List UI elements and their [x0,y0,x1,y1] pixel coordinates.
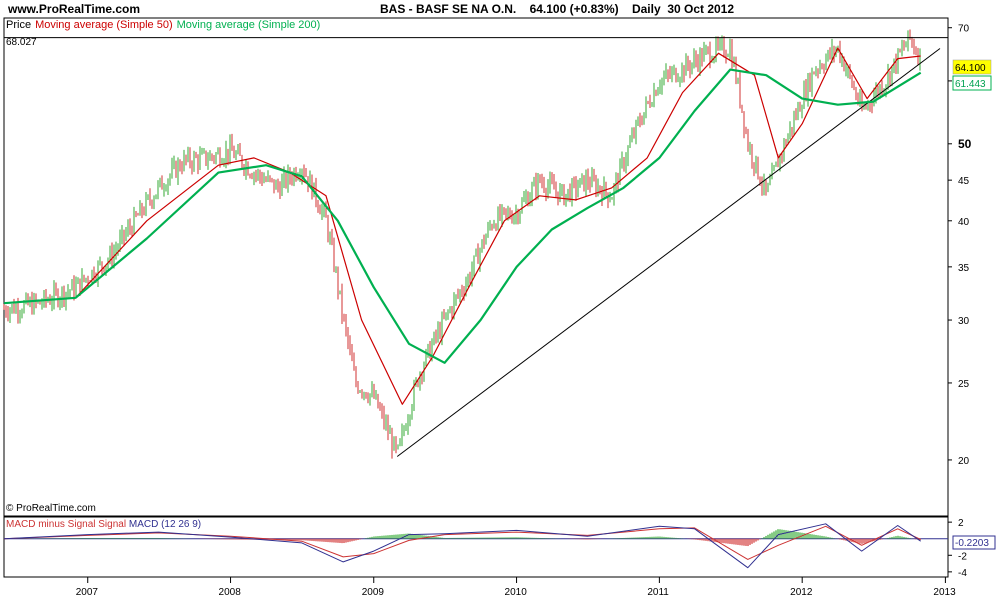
macd-y-tick-label: -4 [958,568,967,579]
x-tick-label: 2011 [647,587,669,598]
y-tick-label: 35 [958,263,970,274]
last-price-tag: 64.100 [955,63,986,74]
tag-layer: 64.100 61.443 -0.2203 [952,59,996,550]
macd-panel-frame [3,516,949,578]
macd-legend-hist: MACD minus Signal [6,519,96,530]
last-price-tag-bg [952,59,992,75]
y-tick-label: 20 [958,456,970,467]
price-layer [3,29,948,459]
site-name: www.ProRealTime.com [8,2,141,16]
y-tick-label: 50 [958,137,972,151]
x-tick-label: 2010 [505,587,528,598]
macd-tag: -0.2203 [955,538,989,549]
y-tick-label: 45 [958,176,970,187]
x-tick-label: 2012 [790,587,813,598]
legend-ma50: Moving average (Simple 50) [35,19,173,31]
reference-value: 68.027 [6,37,37,48]
x-tick-label: 2013 [933,587,956,598]
macd-y-tick-label: -2 [958,551,967,562]
y-tick-label: 40 [958,217,970,228]
price-legend: Price Moving average (Simple 50) Moving av… [6,19,324,31]
ma200-line [3,68,922,364]
macd-line [3,523,921,569]
legend-ma200: Moving average (Simple 200) [176,19,321,31]
axis-layer: 2025303540455060702-2-420072008200920102… [76,24,972,598]
macd-tag-bg [952,535,996,550]
macd-layer [3,523,948,569]
legend-price: Price [6,19,32,31]
macd-legend-signal: Signal [98,519,127,530]
macd-legend: MACD minus Signal Signal MACD (12 26 9) [6,519,201,530]
y-tick-label: 30 [958,316,970,327]
macd-y-tick-label: 2 [958,518,964,529]
chart-header: www.ProRealTime.com BAS - BASF SE NA O.N… [0,0,1000,18]
trendline [396,48,941,457]
x-tick-label: 2009 [362,587,385,598]
ma50-line [3,47,921,405]
y-tick-label: 25 [958,379,970,390]
x-tick-label: 2007 [76,587,99,598]
x-tick-label: 2008 [219,587,242,598]
ma200-tag-bg [952,75,992,91]
signal-line [3,525,921,560]
y-tick-label: 70 [958,24,970,35]
copyright: © ProRealTime.com [6,503,96,514]
macd-legend-macd: MACD (12 26 9) [128,519,202,530]
ma200-tag: 61.443 [955,79,986,90]
chart-title: BAS - BASF SE NA O.N. 64.100 (+0.83%) Da… [380,2,735,16]
